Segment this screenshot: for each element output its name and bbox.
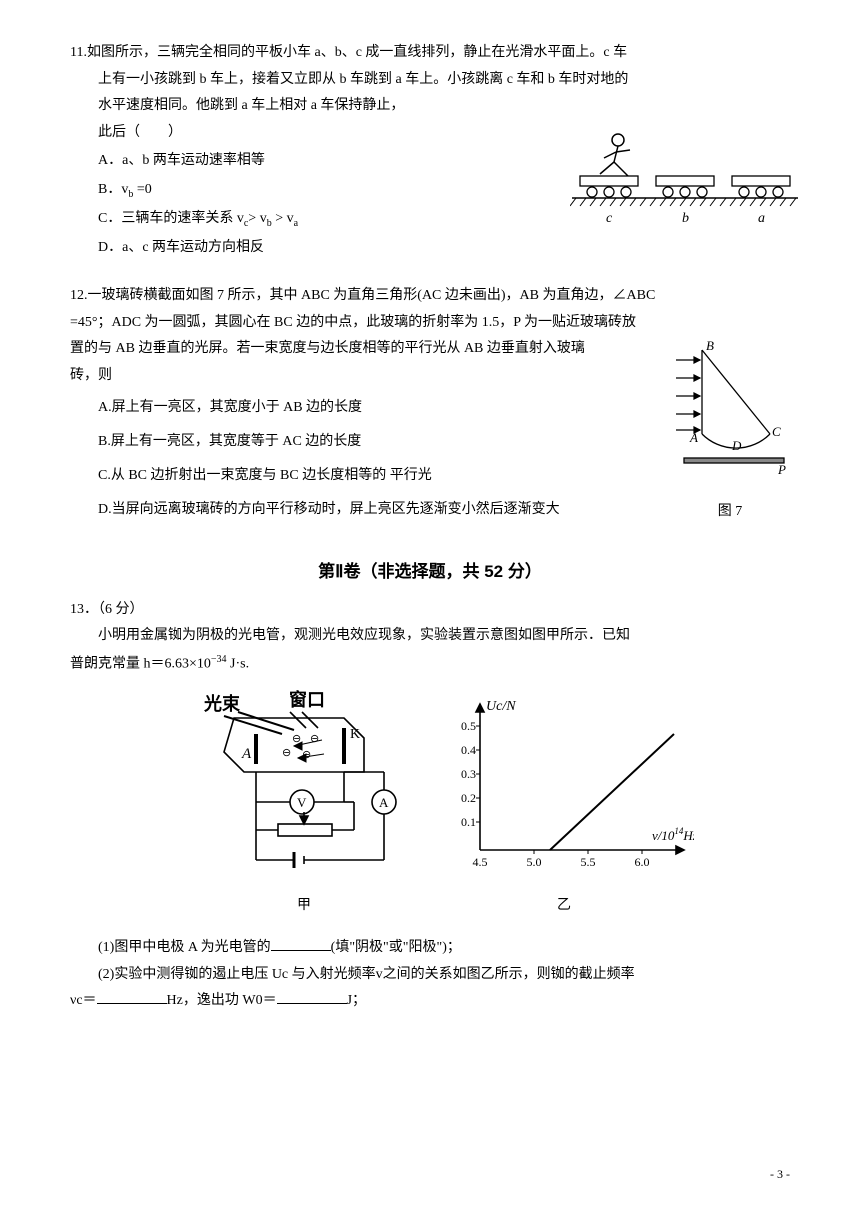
- svg-text:A: A: [689, 430, 698, 445]
- svg-text:C: C: [772, 424, 781, 439]
- q12-stem2: =45°；ADC 为一圆弧，其圆心在 BC 边的中点，此玻璃的折射率为 1.5，…: [70, 310, 790, 337]
- svg-text:5.5: 5.5: [581, 855, 596, 869]
- carts-icon: c b a: [570, 128, 800, 228]
- glass-prism-icon: B A C D P: [670, 336, 790, 486]
- q13-sub2b: νc＝Hz，逸出功 W0＝J；: [70, 988, 790, 1015]
- svg-text:A: A: [379, 795, 389, 810]
- question-12: 12.一玻璃砖横截面如图 7 所示，其中 ABC 为直角三角形(AC 边未画出)…: [70, 283, 790, 528]
- q13-fig-right-caption: 乙: [434, 893, 694, 920]
- photoelectric-circuit-icon: 光束 窗口 K A: [194, 690, 414, 880]
- svg-text:0.2: 0.2: [461, 791, 476, 805]
- q11-stem3: 水平速度相同。他跳到 a 车上相对 a 车保持静止，: [70, 93, 790, 120]
- uc-vs-frequency-chart-icon: Uc/N 0.5 0.4 0.3 0.2 0.1: [434, 690, 694, 880]
- svg-text:D: D: [731, 438, 742, 453]
- q11-stem2: 上有一小孩跳到 b 车上，接着又立即从 b 车跳到 a 车上。小孩跳离 c 车和…: [70, 67, 790, 94]
- q12-fig-caption: 图 7: [670, 499, 790, 526]
- svg-text:0.5: 0.5: [461, 719, 476, 733]
- svg-text:窗口: 窗口: [289, 690, 325, 710]
- q11-line1: 11.如图所示，三辆完全相同的平板小车 a、b、c 成一直线排列，静止在光滑水平…: [70, 40, 790, 67]
- q13-intro2: 普朗克常量 h＝6.63×10−34 J·s.: [70, 650, 790, 678]
- q13-fig-left: 光束 窗口 K A: [194, 690, 414, 919]
- blank-w0: [277, 990, 347, 1004]
- q13-fig-left-caption: 甲: [194, 893, 414, 920]
- q11-number: 11.: [70, 45, 87, 60]
- svg-text:V: V: [297, 795, 307, 810]
- blank-electrode: [271, 937, 331, 951]
- q13-number: 13．: [70, 602, 98, 617]
- svg-text:5.0: 5.0: [527, 855, 542, 869]
- svg-text:B: B: [706, 338, 714, 353]
- svg-text:K: K: [350, 727, 360, 742]
- svg-text:b: b: [682, 211, 689, 226]
- svg-text:⊖: ⊖: [310, 733, 319, 745]
- q11-stem1: 如图所示，三辆完全相同的平板小车 a、b、c 成一直线排列，静止在光滑水平面上。…: [87, 45, 627, 60]
- q13-header: 13．（6 分）: [70, 597, 790, 624]
- q12-number: 12.: [70, 288, 88, 303]
- q11-figure: c b a: [570, 128, 800, 239]
- q12-line1: 12.一玻璃砖横截面如图 7 所示，其中 ABC 为直角三角形(AC 边未画出)…: [70, 283, 790, 310]
- svg-text:Uc/N: Uc/N: [486, 699, 516, 714]
- q11-option-d: D．a、c 两车运动方向相反: [98, 235, 790, 262]
- svg-text:A: A: [241, 746, 252, 762]
- q13-sub2a: (2)实验中测得铷的遏止电压 Uc 与入射光频率v之间的关系如图乙所示，则铷的截…: [70, 962, 790, 989]
- q13-figures: 光束 窗口 K A: [98, 690, 790, 919]
- q13-sub1: (1)图甲中电极 A 为光电管的(填"阴极"或"阳极")；: [70, 935, 790, 962]
- q13-intro: 小明用金属铷为阴极的光电管，观测光电效应现象，实验装置示意图如图甲所示．已知: [70, 623, 790, 650]
- q13-points: （6 分）: [98, 602, 144, 617]
- svg-text:4.5: 4.5: [473, 855, 488, 869]
- svg-text:P: P: [777, 462, 786, 477]
- question-11: 11.如图所示，三辆完全相同的平板小车 a、b、c 成一直线排列，静止在光滑水平…: [70, 40, 790, 263]
- svg-text:0.3: 0.3: [461, 767, 476, 781]
- svg-text:c: c: [606, 211, 613, 226]
- svg-text:0.4: 0.4: [461, 743, 476, 757]
- page-number: - 3 -: [770, 1163, 790, 1186]
- svg-text:光束: 光束: [203, 693, 241, 714]
- section-2-title: 第Ⅱ卷（非选择题，共 52 分）: [70, 556, 790, 588]
- svg-text:a: a: [758, 211, 765, 226]
- svg-text:6.0: 6.0: [635, 855, 650, 869]
- q13-fig-right: Uc/N 0.5 0.4 0.3 0.2 0.1: [434, 690, 694, 919]
- svg-text:⊖: ⊖: [282, 747, 291, 759]
- svg-text:v/1014Hz: v/1014Hz: [652, 826, 694, 843]
- question-13: 13．（6 分） 小明用金属铷为阴极的光电管，观测光电效应现象，实验装置示意图如…: [70, 597, 790, 1015]
- q12-figure: B A C D P 图 7: [670, 336, 790, 525]
- svg-text:0.1: 0.1: [461, 815, 476, 829]
- blank-nu-c: [97, 990, 167, 1004]
